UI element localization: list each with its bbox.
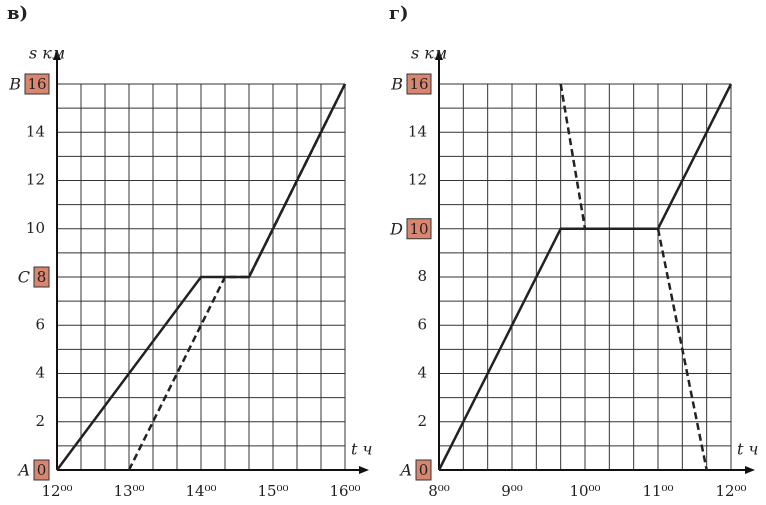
point-box [406, 73, 432, 95]
y-tick-label: 8 [417, 267, 427, 285]
x-tick-label: 11⁰⁰ [642, 482, 673, 500]
x-tick-label: 10⁰⁰ [569, 482, 600, 500]
chart-panel: в) 12⁰⁰ 13⁰⁰ 14⁰⁰ 15⁰⁰ 16⁰⁰ 0A 2 4 6 8C 10 12 14 16 Bt … [7, 3, 372, 500]
x-tick-label: 8⁰⁰ [428, 482, 450, 500]
y-axis-arrow [53, 50, 61, 60]
x-tick-label: 9⁰⁰ [501, 482, 523, 500]
y-axis-arrow [435, 50, 443, 60]
x-axis-label: t ч [737, 440, 758, 459]
point-label: C [18, 268, 30, 287]
y-tick-label: 6 [417, 315, 427, 333]
y-tick-label: 10 [26, 219, 45, 237]
x-tick-label: 12⁰⁰ [715, 482, 746, 500]
y-tick-label: 16 [409, 75, 428, 93]
point-box [406, 218, 432, 240]
y-tick-label: 12 [408, 171, 427, 189]
series-line [559, 83, 708, 471]
point-label: A [16, 461, 30, 480]
x-axis-arrow [745, 466, 755, 474]
y-tick-label: 8 [37, 268, 47, 286]
point-label: D [389, 219, 403, 238]
x-tick-label: 16⁰⁰ [329, 482, 360, 500]
y-tick-label: 4 [417, 364, 427, 382]
y-axis-label: s км [29, 44, 65, 63]
x-axis-label: t ч [351, 440, 372, 459]
x-tick-label: 14⁰⁰ [185, 482, 216, 500]
y-tick-label: 14 [408, 122, 427, 140]
y-tick-label: 2 [35, 412, 45, 430]
point-box [415, 459, 432, 481]
series-line [127, 83, 347, 471]
x-tick-label: 12⁰⁰ [41, 482, 72, 500]
point-box [33, 459, 50, 481]
y-tick-label: 10 [409, 220, 428, 238]
point-label: B [8, 75, 21, 94]
point-box [33, 266, 50, 288]
point-box [24, 73, 50, 95]
point-label: B [390, 75, 403, 94]
x-axis-arrow [359, 466, 369, 474]
chart-panel: г) 8⁰⁰ 9⁰⁰ 10⁰⁰ 11⁰⁰ 12⁰⁰ 0A 2 4 6 8 10 D 12 14 16 Bt ч s… [389, 3, 758, 500]
panel-title: в) [7, 3, 28, 24]
point-label: A [398, 461, 412, 480]
panel-title: г) [389, 3, 409, 24]
y-axis-label: s км [411, 44, 447, 63]
x-tick-label: 13⁰⁰ [113, 482, 144, 500]
y-tick-label: 2 [417, 412, 427, 430]
y-tick-label: 0 [37, 461, 47, 479]
y-tick-label: 12 [26, 171, 45, 189]
y-tick-label: 4 [35, 364, 45, 382]
y-tick-label: 14 [26, 122, 45, 140]
y-tick-label: 6 [35, 315, 45, 333]
x-tick-label: 15⁰⁰ [257, 482, 288, 500]
y-tick-label: 0 [419, 461, 429, 479]
y-tick-label: 16 [27, 75, 46, 93]
